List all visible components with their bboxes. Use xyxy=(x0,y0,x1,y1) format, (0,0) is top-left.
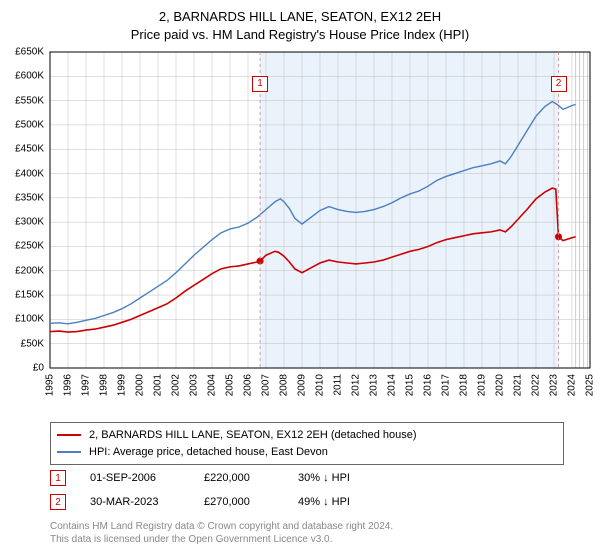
title-line2: Price paid vs. HM Land Registry's House … xyxy=(0,26,600,44)
x-tick-label: 2011 xyxy=(333,374,344,396)
x-tick-label: 2016 xyxy=(423,374,434,396)
x-tick-label: 2015 xyxy=(405,374,416,396)
x-tick-label: 2002 xyxy=(171,374,182,396)
legend-label-hpi: HPI: Average price, detached house, East… xyxy=(89,444,328,461)
x-tick-label: 2020 xyxy=(495,374,506,396)
x-tick-label: 1998 xyxy=(99,374,110,396)
price-marker-box: 2 xyxy=(50,494,66,510)
y-tick-label: £400K xyxy=(0,168,44,179)
price-amount: £270,000 xyxy=(204,496,274,508)
chart-area: £0 £50K £100K £150K £200K £250K £300K £350K £400… xyxy=(0,46,600,416)
legend-row-hpi: HPI: Average price, detached house, East… xyxy=(57,444,557,461)
x-tick-label: 2023 xyxy=(549,374,560,396)
sale-marker: 2 xyxy=(551,76,567,92)
legend-swatch-subject xyxy=(57,434,81,436)
y-tick-label: £50K xyxy=(0,338,44,349)
x-tick-label: 2022 xyxy=(531,374,542,396)
x-tick-label: 2017 xyxy=(441,374,452,396)
y-tick-label: £550K xyxy=(0,95,44,106)
price-table: 1 01-SEP-2006 £220,000 30% ↓ HPI 2 30-MAR-202… xyxy=(50,466,550,514)
chart-svg xyxy=(0,46,600,416)
x-tick-label: 1996 xyxy=(63,374,74,396)
legend-row-subject: 2, BARNARDS HILL LANE, SEATON, EX12 2EH … xyxy=(57,427,557,444)
x-tick-label: 2009 xyxy=(297,374,308,396)
sale-marker: 1 xyxy=(252,76,268,92)
x-tick-label: 2019 xyxy=(477,374,488,396)
x-tick-label: 2012 xyxy=(351,374,362,396)
price-date: 30-MAR-2023 xyxy=(90,496,180,508)
y-tick-label: £200K xyxy=(0,265,44,276)
price-amount: £220,000 xyxy=(204,472,274,484)
legend-box: 2, BARNARDS HILL LANE, SEATON, EX12 2EH … xyxy=(50,422,564,465)
y-tick-label: £300K xyxy=(0,217,44,228)
price-row: 2 30-MAR-2023 £270,000 49% ↓ HPI xyxy=(50,490,550,514)
y-tick-label: £150K xyxy=(0,290,44,301)
x-tick-label: 2014 xyxy=(387,374,398,396)
y-tick-label: £250K xyxy=(0,241,44,252)
x-tick-label: 2005 xyxy=(225,374,236,396)
x-tick-label: 2025 xyxy=(585,374,596,396)
y-tick-label: £500K xyxy=(0,119,44,130)
x-tick-label: 1997 xyxy=(81,374,92,396)
x-tick-label: 2008 xyxy=(279,374,290,396)
legend-swatch-hpi xyxy=(57,451,81,453)
y-tick-label: £0 xyxy=(0,363,44,374)
legend-label-subject: 2, BARNARDS HILL LANE, SEATON, EX12 2EH … xyxy=(89,427,417,444)
x-tick-label: 2013 xyxy=(369,374,380,396)
y-tick-label: £100K xyxy=(0,314,44,325)
x-tick-label: 2024 xyxy=(567,374,578,396)
footer: Contains HM Land Registry data © Crown c… xyxy=(50,520,550,546)
x-tick-label: 2006 xyxy=(243,374,254,396)
price-row: 1 01-SEP-2006 £220,000 30% ↓ HPI xyxy=(50,466,550,490)
x-tick-label: 2018 xyxy=(459,374,470,396)
x-tick-label: 2001 xyxy=(153,374,164,396)
y-tick-label: £600K xyxy=(0,71,44,82)
x-tick-label: 2004 xyxy=(207,374,218,396)
footer-line1: Contains HM Land Registry data © Crown c… xyxy=(50,520,550,533)
x-tick-label: 2007 xyxy=(261,374,272,396)
x-tick-label: 2000 xyxy=(135,374,146,396)
price-date: 01-SEP-2006 xyxy=(90,472,180,484)
x-tick-label: 1995 xyxy=(45,374,56,396)
price-pct: 30% ↓ HPI xyxy=(298,472,358,484)
y-tick-label: £650K xyxy=(0,47,44,58)
y-tick-label: £350K xyxy=(0,192,44,203)
y-tick-label: £450K xyxy=(0,144,44,155)
title-line1: 2, BARNARDS HILL LANE, SEATON, EX12 2EH xyxy=(0,8,600,26)
x-tick-label: 2021 xyxy=(513,374,524,396)
price-pct: 49% ↓ HPI xyxy=(298,496,358,508)
x-tick-label: 1999 xyxy=(117,374,128,396)
chart-title-block: 2, BARNARDS HILL LANE, SEATON, EX12 2EH … xyxy=(0,0,600,47)
x-tick-label: 2010 xyxy=(315,374,326,396)
footer-line2: This data is licensed under the Open Gov… xyxy=(50,533,550,546)
price-marker-box: 1 xyxy=(50,470,66,486)
x-tick-label: 2003 xyxy=(189,374,200,396)
